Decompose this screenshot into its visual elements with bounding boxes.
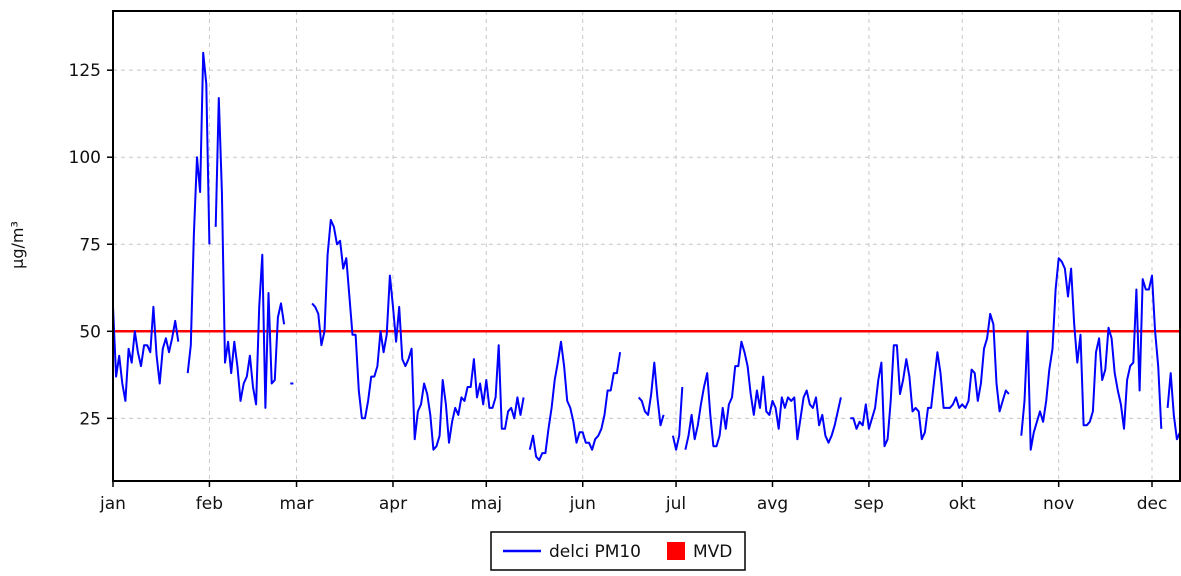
pm10-line-segment [113, 305, 180, 402]
x-tick-label: apr [379, 494, 407, 514]
pm10-line-segment [1020, 257, 1163, 451]
pm10-line-segment [186, 51, 211, 374]
pm10-line-segment [528, 340, 622, 462]
pm10-line-segment [850, 312, 1010, 448]
x-tick-label: avg [757, 494, 788, 514]
pm10-line-segment [671, 386, 684, 451]
legend-mvd-swatch [667, 542, 685, 560]
legend: delci PM10 MVD [490, 531, 746, 571]
x-tick-label: jan [99, 494, 126, 514]
y-tick-label: 100 [69, 148, 101, 168]
pm10-line-segment [637, 361, 665, 427]
plot-frame [112, 10, 1181, 482]
pm10-series [113, 51, 1180, 462]
y-axis-title: µg/m³ [8, 221, 27, 269]
y-tick-label: 25 [79, 409, 101, 429]
x-tick-label: nov [1043, 494, 1074, 514]
legend-mvd-label: MVD [693, 542, 732, 562]
legend-pm10-label: delci PM10 [549, 542, 641, 562]
grid-lines [113, 11, 1180, 481]
y-tick-label: 50 [79, 322, 101, 342]
x-tick-label: jun [569, 494, 596, 514]
pm10-line-segment [684, 340, 842, 450]
pm10-line-segment [214, 97, 286, 409]
y-axis-ticks: 25 50 75 100 125 [69, 61, 113, 429]
x-tick-label: maj [470, 494, 502, 514]
y-tick-label: 75 [79, 235, 101, 255]
x-tick-label: dec [1137, 494, 1168, 514]
x-axis-ticks: jan feb mar apr maj jun jul avg sep okt nov dec [99, 481, 1167, 514]
x-tick-label: mar [280, 494, 314, 514]
x-tick-label: sep [854, 494, 884, 514]
pm10-line-segment [1166, 372, 1180, 441]
x-tick-label: jul [665, 494, 686, 514]
x-tick-label: okt [949, 494, 976, 514]
pm10-line-segment [311, 218, 525, 451]
x-tick-label: feb [196, 494, 223, 514]
y-tick-label: 125 [69, 61, 101, 81]
